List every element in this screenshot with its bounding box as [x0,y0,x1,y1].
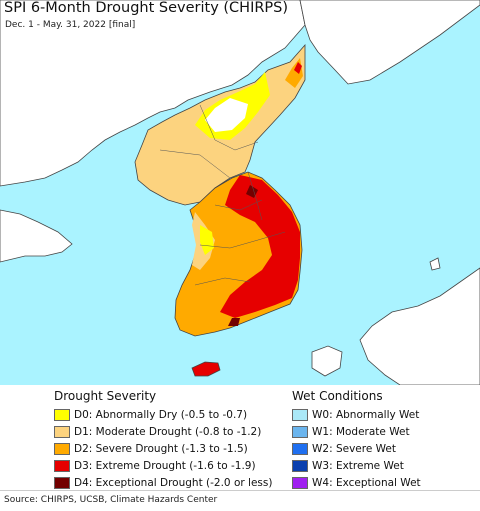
legend-item-w0: W0: Abnormally Wet [282,406,480,423]
legend-item-d3: D3: Extreme Drought (-1.6 to -1.9) [40,458,284,475]
legend-item-d4: D4: Exceptional Drought (-2.0 or less) [40,475,284,492]
legend-item-d1: D1: Moderate Drought (-0.8 to -1.2) [40,423,284,440]
legend-item-w1: W1: Moderate Wet [282,423,480,440]
swatch-d3 [54,460,70,473]
japan-land [359,267,480,385]
swatch-w4 [292,477,308,490]
swatch-d1 [54,425,70,438]
japan-island [311,345,343,377]
legend-label-w3: W3: Extreme Wet [312,460,404,473]
swatch-d4 [54,477,70,490]
swatch-w1 [292,425,308,438]
legend-item-w4: W4: Exceptional Wet [282,475,480,492]
legend-label-d3: D3: Extreme Drought (-1.6 to -1.9) [74,460,256,473]
swatch-d2 [54,442,70,455]
nk-normal-zone [205,98,248,132]
legend-label-w4: W4: Exceptional Wet [312,477,421,490]
legend-label-w0: W0: Abnormally Wet [312,408,420,421]
map-title: SPI 6-Month Drought Severity (CHIRPS) [4,0,289,16]
source-credit: Source: CHIRPS, UCSB, Climate Hazards Ce… [4,495,218,505]
legend-item-d0: D0: Abnormally Dry (-0.5 to -0.7) [40,406,284,423]
province-lines [159,104,286,286]
drought-legend: Drought Severity D0: Abnormally Dry (-0.… [40,387,284,490]
wet-legend-heading: Wet Conditions [292,389,383,403]
drought-map [0,0,480,385]
legend-item-w2: W2: Severe Wet [282,440,480,457]
legend-item-w3: W3: Extreme Wet [282,458,480,475]
legend-label-d0: D0: Abnormally Dry (-0.5 to -0.7) [74,408,248,421]
nk-extreme-ne [294,62,302,74]
drought-legend-heading: Drought Severity [54,389,157,403]
shandong-land [0,209,73,263]
legend-label-w1: W1: Moderate Wet [312,425,410,438]
jeju-island [191,361,221,377]
legend-label-w2: W2: Severe Wet [312,442,396,455]
japan-small-island [429,257,441,271]
swatch-d0 [54,408,70,421]
legend-label-d1: D1: Moderate Drought (-0.8 to -1.2) [74,425,262,438]
legend-label-d4: D4: Exceptional Drought (-2.0 or less) [74,477,273,490]
wet-legend: Wet Conditions W0: Abnormally Wet W1: Mo… [282,387,480,490]
swatch-w0 [292,408,308,421]
russia-land [299,0,480,85]
swatch-w3 [292,460,308,473]
sk-dry-west [200,225,214,255]
china-land [0,0,306,187]
sk-extreme [220,175,300,318]
footer: Source: CHIRPS, UCSB, Climate Hazards Ce… [0,490,480,511]
legend-item-d2: D2: Severe Drought (-1.3 to -1.5) [40,440,284,457]
swatch-w2 [292,442,308,455]
legend-label-d2: D2: Severe Drought (-1.3 to -1.5) [74,442,248,455]
map-subtitle: Dec. 1 - May. 31, 2022 [final] [5,20,136,30]
